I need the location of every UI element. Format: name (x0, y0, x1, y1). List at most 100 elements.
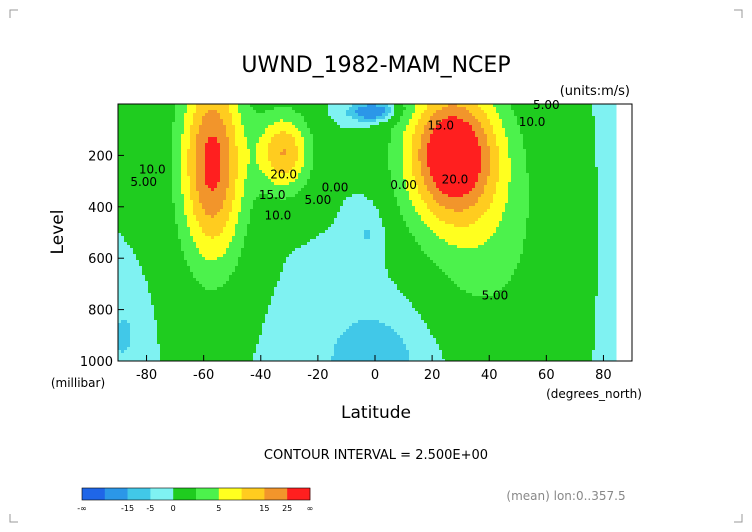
contour-fill-band (496, 137, 509, 141)
contour-fill-band (313, 158, 389, 162)
contour-fill-band (283, 266, 386, 270)
contour-fill-band (211, 215, 215, 219)
contour-fill-band (340, 335, 401, 339)
contour-fill-band (256, 161, 272, 165)
contour-fill-band (478, 197, 494, 201)
contour-fill-band (403, 137, 413, 141)
contour-fill-band (430, 332, 596, 336)
contour-fill-band (187, 164, 197, 168)
contour-fill-band (118, 110, 176, 114)
contour-fill-band (481, 146, 491, 150)
contour-fill-band (499, 152, 509, 156)
contour-fill-band (430, 137, 479, 141)
contour-label: 10.0 (519, 115, 546, 129)
contour-fill-band (118, 221, 176, 225)
contour-fill-band (205, 257, 218, 261)
contour-fill-band (304, 119, 335, 123)
contour-fill-band (307, 242, 386, 246)
contour-fill-band (598, 197, 617, 201)
contour-fill-band (187, 221, 200, 225)
contour-fill-band (118, 257, 137, 261)
contour-fill-band (226, 221, 239, 225)
contour-fill-band (505, 206, 530, 210)
contour-fill-band (523, 248, 599, 252)
chart-title: UWND_1982-MAM_NCEP (241, 53, 510, 78)
contour-fill-band (187, 215, 197, 219)
contour-fill-band (265, 320, 359, 324)
contour-fill-band (412, 146, 422, 150)
contour-fill-band (595, 317, 617, 321)
contour-fill-band (196, 245, 230, 249)
contour-fill-band (235, 182, 245, 186)
contour-fill-band (250, 161, 257, 165)
contour-fill-band (271, 161, 296, 165)
contour-fill-band (490, 206, 506, 210)
contour-fill-band (196, 158, 206, 162)
contour-fill-band (451, 278, 512, 282)
contour-fill-band (364, 236, 371, 240)
contour-fill-band (130, 326, 158, 330)
contour-fill-band (529, 197, 599, 201)
contour-fill-band (256, 149, 269, 153)
contour-fill-band (247, 233, 320, 237)
contour-fill-band (190, 137, 197, 141)
contour-fill-band (376, 119, 389, 123)
contour-fill-band (124, 239, 182, 243)
contour-fill-band (475, 221, 500, 225)
contour-fill-band (499, 173, 512, 177)
contour-fill-band (436, 215, 482, 219)
contour-fill-band (217, 137, 230, 141)
contour-fill-band (118, 284, 149, 288)
contour-interval-text: CONTOUR INTERVAL = 2.500E+00 (264, 448, 488, 463)
contour-fill-band (427, 323, 596, 327)
contour-fill-band (220, 116, 233, 120)
contour-fill-band (472, 128, 485, 132)
contour-fill-band (118, 212, 176, 216)
contour-fill-band (172, 176, 182, 180)
contour-fill-band (277, 170, 290, 174)
contour-fill-band (253, 359, 332, 361)
contour-fill-band (391, 179, 407, 183)
contour-fill-band (247, 173, 266, 177)
contour-label: 15.0 (259, 188, 286, 202)
contour-fill-band (172, 152, 182, 156)
contour-fill-band (118, 140, 173, 144)
contour-fill-band (229, 215, 239, 219)
contour-fill-band (184, 194, 191, 198)
contour-fill-band (256, 344, 335, 348)
contour-fill-band (202, 116, 221, 120)
contour-fill-band (181, 173, 188, 177)
contour-fill-band (415, 308, 596, 312)
contour-fill-band (241, 122, 275, 126)
contour-fill-band (118, 260, 140, 264)
contour-fill-band (268, 143, 296, 147)
contour-fill-band (190, 191, 200, 195)
contour-fill-band (190, 143, 197, 147)
contour-fill-band (172, 191, 182, 195)
contour-fill-band (175, 206, 185, 210)
contour-fill-band (229, 173, 239, 177)
contour-fill-band (508, 185, 530, 189)
contour-fill-band (385, 323, 428, 327)
contour-fill-band (496, 134, 506, 138)
contour-fill-band (214, 188, 227, 192)
contour-fill-band (181, 164, 188, 168)
contour-fill-band (244, 125, 269, 129)
contour-fill-band (385, 245, 422, 249)
contour-fill-band (196, 173, 206, 177)
contour-fill-band (391, 134, 404, 138)
contour-fill-band (415, 179, 425, 183)
contour-fill-band (505, 203, 530, 207)
contour-fill-band (118, 287, 149, 291)
contour-fill-band (427, 155, 482, 159)
contour-fill-band (412, 116, 422, 120)
contour-fill-band (220, 164, 230, 168)
contour-fill-band (220, 179, 230, 183)
contour-fill-band (385, 227, 410, 231)
contour-fill-band (172, 134, 182, 138)
contour-fill-band (244, 236, 317, 240)
contour-fill-band (118, 332, 131, 336)
contour-fill-band (400, 290, 467, 294)
contour-fill-band (421, 194, 434, 198)
contour-fill-band (289, 170, 302, 174)
